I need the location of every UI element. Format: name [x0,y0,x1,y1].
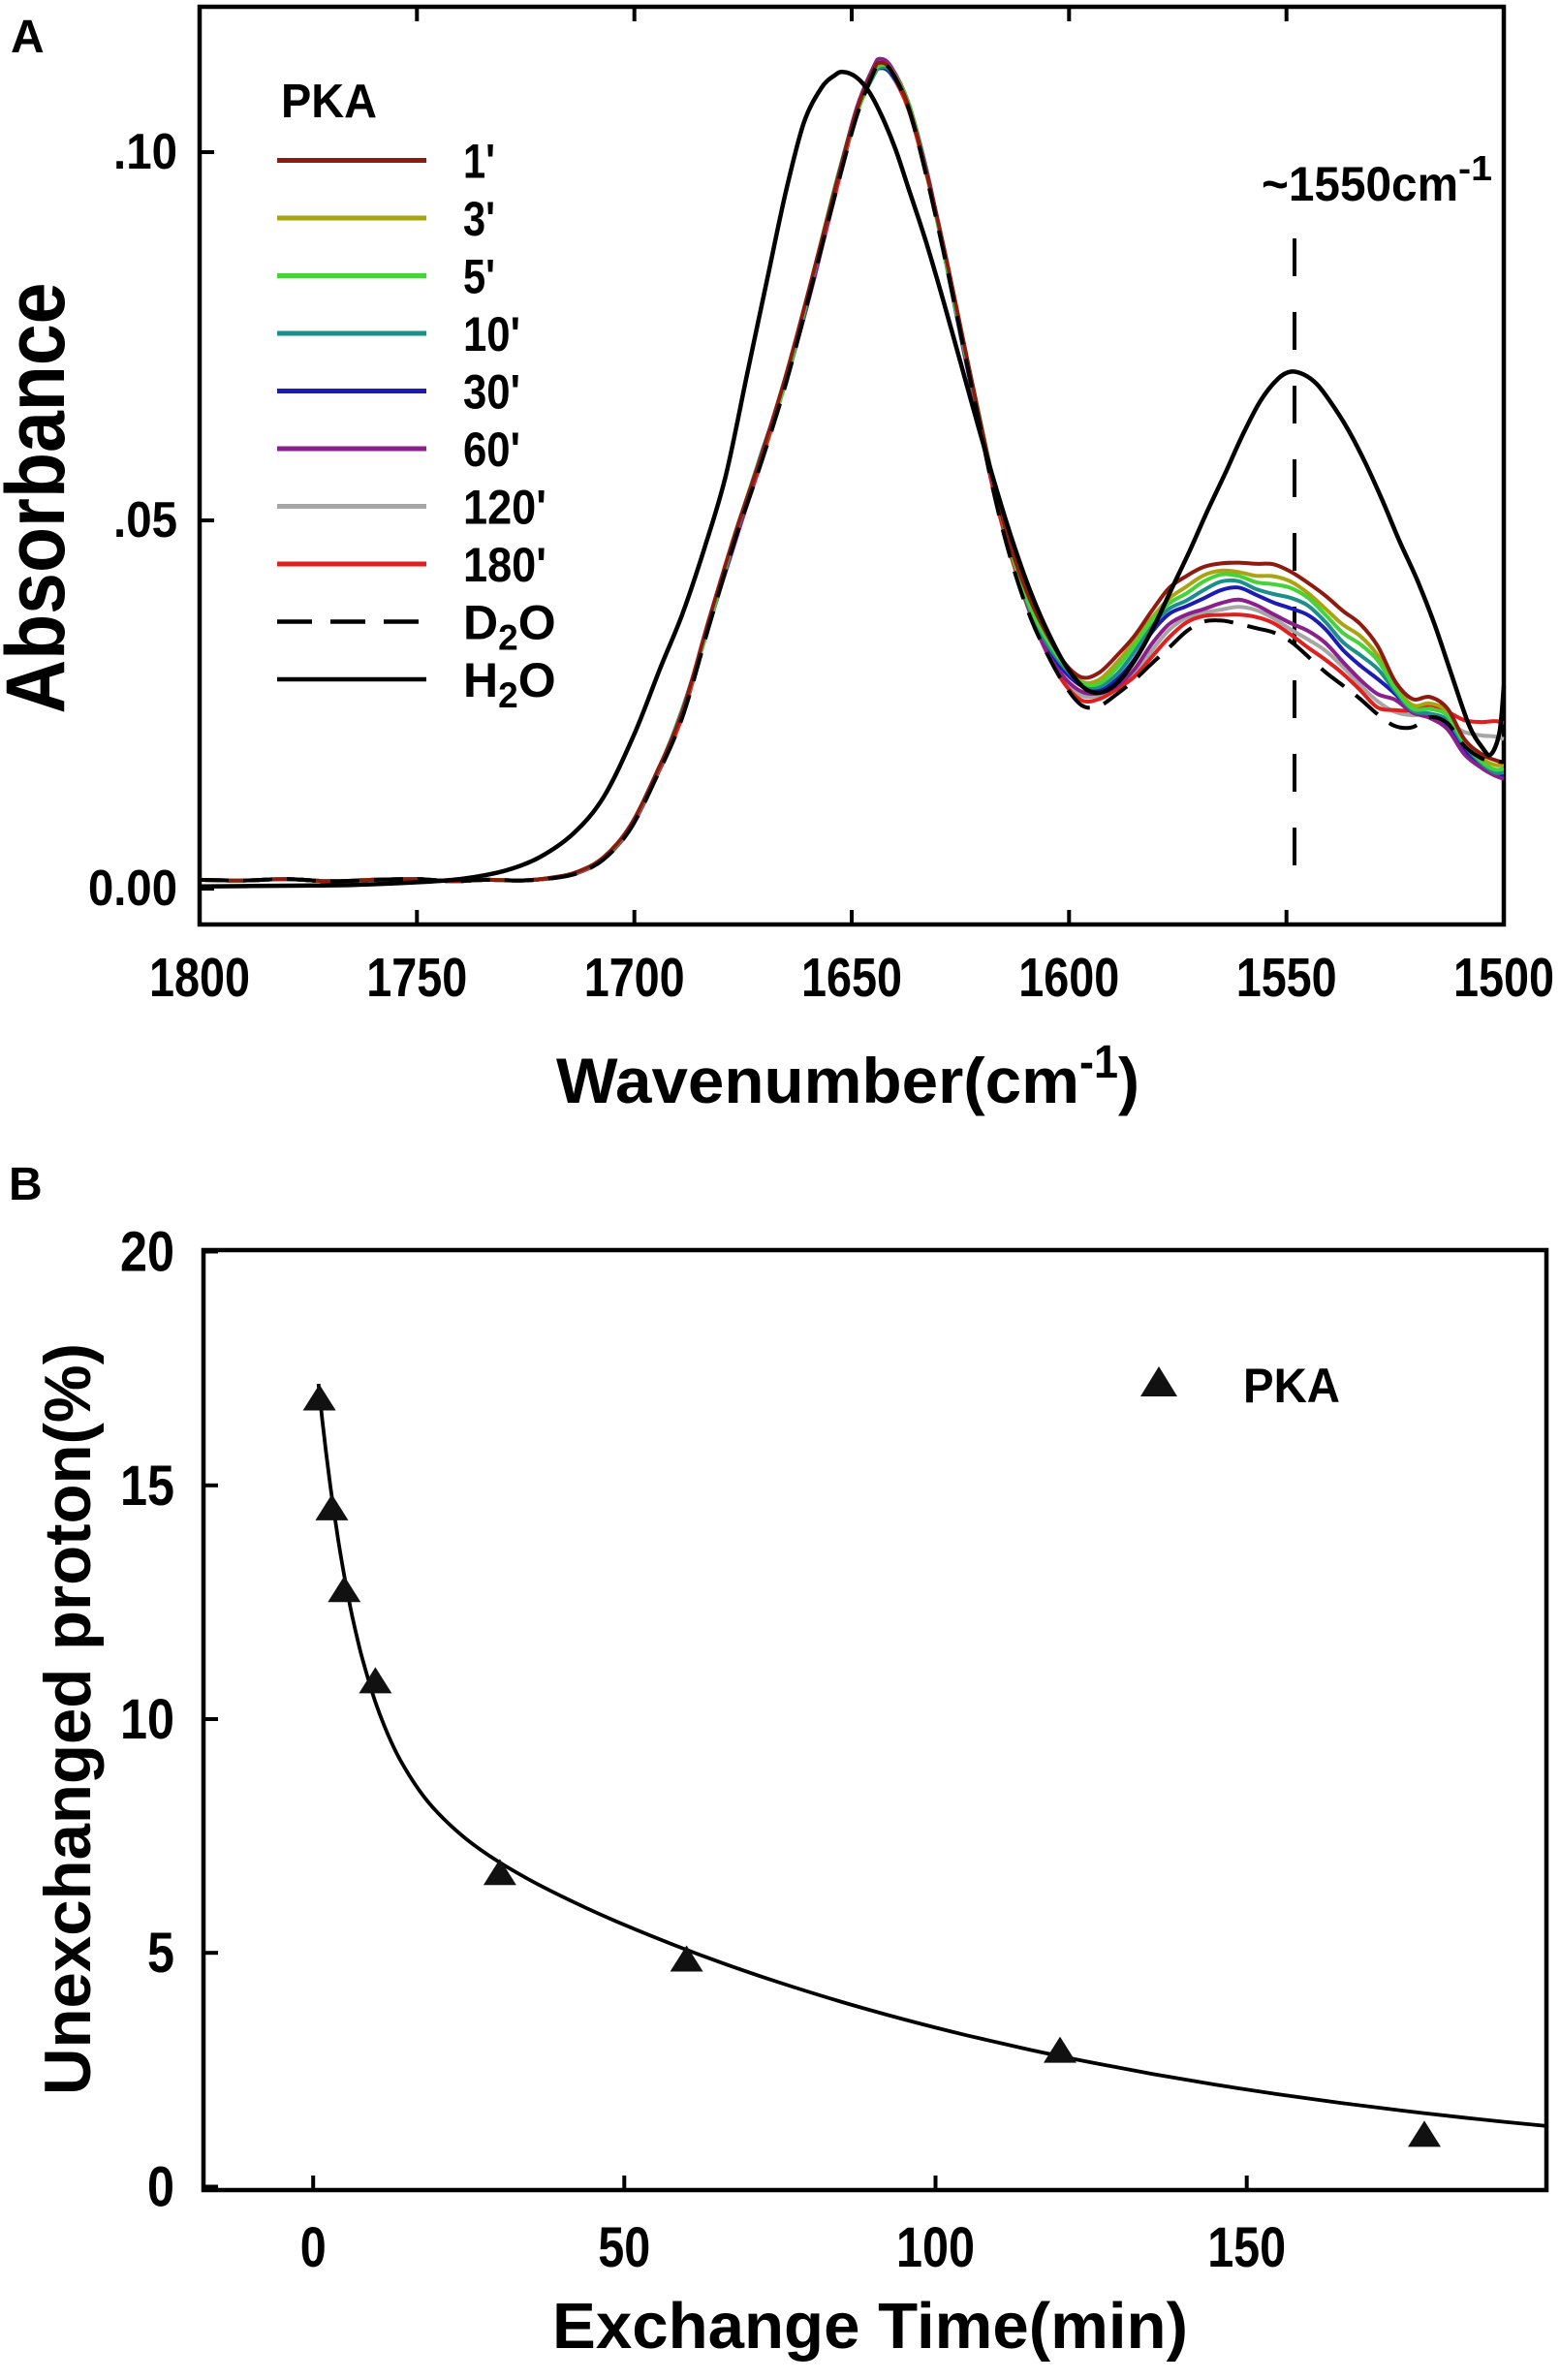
svg-text:PKA: PKA [281,76,377,128]
svg-text:B: B [9,1159,43,1210]
svg-text:120': 120' [463,481,546,535]
svg-text:.05: .05 [113,492,177,548]
svg-text:A: A [11,12,45,63]
svg-text:5': 5' [463,250,495,304]
svg-text:Unexchanged proton(%): Unexchanged proton(%) [31,1343,105,2095]
svg-text:15: 15 [120,1455,174,1518]
svg-text:100: 100 [896,2216,975,2279]
svg-text:1550: 1550 [1236,947,1337,1009]
svg-text:10': 10' [463,307,520,361]
svg-text:0.00: 0.00 [88,861,177,917]
svg-text:.10: .10 [113,124,177,180]
svg-text:~1550cm-1: ~1550cm-1 [1262,148,1492,211]
svg-text:1700: 1700 [584,947,685,1009]
svg-text:Exchange Time(min): Exchange Time(min) [552,2290,1188,2363]
svg-text:Absorbance: Absorbance [0,283,82,714]
svg-text:H2O: H2O [463,653,556,715]
svg-text:10: 10 [120,1688,174,1751]
svg-text:0: 0 [300,2216,327,2279]
svg-text:1750: 1750 [366,947,467,1009]
svg-text:60': 60' [463,423,520,477]
svg-text:180': 180' [463,538,546,592]
svg-text:5: 5 [147,1922,174,1985]
svg-text:0: 0 [147,2156,174,2219]
svg-text:20: 20 [120,1221,174,1284]
svg-text:D2O: D2O [463,596,556,658]
svg-text:1': 1' [463,135,495,189]
svg-text:50: 50 [598,2216,650,2279]
svg-text:Wavenumber(cm-1): Wavenumber(cm-1) [556,1037,1139,1116]
svg-text:1500: 1500 [1453,947,1554,1009]
svg-text:1600: 1600 [1018,947,1119,1009]
svg-text:30': 30' [463,365,520,420]
svg-text:150: 150 [1207,2216,1286,2279]
svg-text:1800: 1800 [149,947,250,1009]
svg-text:1650: 1650 [801,947,902,1009]
svg-text:PKA: PKA [1243,1359,1340,1413]
svg-text:3': 3' [463,192,495,246]
